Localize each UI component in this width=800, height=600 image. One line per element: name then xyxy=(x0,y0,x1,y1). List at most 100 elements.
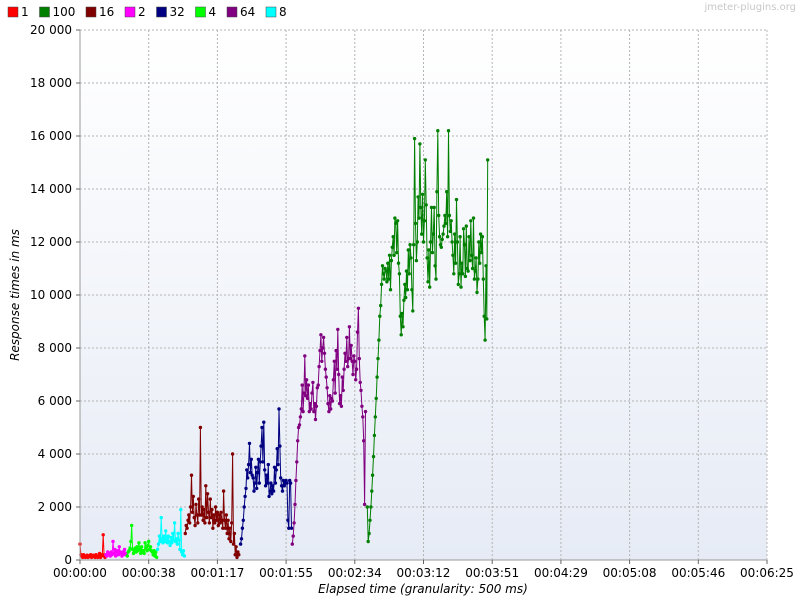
data-point-16 xyxy=(189,473,194,477)
data-point-64 xyxy=(330,399,335,403)
data-point-64 xyxy=(303,354,307,358)
data-point-8 xyxy=(162,534,166,538)
data-point-100 xyxy=(464,224,468,228)
data-point-100 xyxy=(397,272,402,276)
data-point-16 xyxy=(204,484,208,488)
data-point-100 xyxy=(441,232,445,236)
data-point-64 xyxy=(306,383,311,387)
data-point-32 xyxy=(272,465,277,469)
data-point-64 xyxy=(327,409,331,414)
data-point-16 xyxy=(208,497,212,501)
data-point-16 xyxy=(184,523,188,528)
data-point-64 xyxy=(307,409,311,414)
data-point-16 xyxy=(206,510,211,514)
data-point-8 xyxy=(174,537,179,541)
data-point-100 xyxy=(425,256,429,260)
data-point-32 xyxy=(248,470,253,475)
legend-item-64: 64 xyxy=(226,5,255,19)
data-point-4 xyxy=(130,523,134,528)
data-point-8 xyxy=(181,549,186,553)
data-point-64 xyxy=(312,409,316,414)
data-point-32 xyxy=(241,518,245,522)
data-point-100 xyxy=(379,303,383,308)
data-point-4 xyxy=(141,549,145,553)
data-point-64 xyxy=(304,394,308,398)
data-point-16 xyxy=(232,531,237,536)
data-point-100 xyxy=(407,272,411,276)
data-point-32 xyxy=(266,462,270,467)
data-point-100 xyxy=(391,235,395,239)
data-point-64 xyxy=(354,378,358,382)
legend-item-32: 32 xyxy=(156,5,185,19)
data-point-8 xyxy=(170,541,174,545)
data-point-4 xyxy=(146,543,150,548)
x-tick-label: 00:03:51 xyxy=(465,566,519,580)
data-point-32 xyxy=(244,486,248,491)
data-point-100 xyxy=(373,415,377,419)
y-tick-label: 8 000 xyxy=(38,341,72,355)
data-point-64 xyxy=(352,354,356,358)
data-point-16 xyxy=(234,545,238,549)
data-point-100 xyxy=(475,290,479,295)
data-point-64 xyxy=(291,534,295,538)
data-point-100 xyxy=(457,272,461,276)
data-point-100 xyxy=(379,282,384,287)
data-point-100 xyxy=(392,253,396,257)
data-point-32 xyxy=(271,489,276,493)
data-point-4 xyxy=(142,551,146,556)
data-point-64 xyxy=(341,388,345,393)
data-point-8 xyxy=(164,537,169,541)
data-point-64 xyxy=(363,409,368,414)
data-point-64 xyxy=(325,386,329,390)
legend-label-100: 100 xyxy=(53,5,76,19)
data-point-64 xyxy=(322,351,327,355)
data-point-32 xyxy=(268,489,272,493)
data-point-100 xyxy=(453,261,458,265)
data-point-16 xyxy=(217,513,221,517)
series-16 xyxy=(183,425,241,560)
data-point-8 xyxy=(158,539,162,544)
data-point-8 xyxy=(164,529,168,533)
data-point-100 xyxy=(458,235,462,239)
data-point-64 xyxy=(344,359,348,363)
data-point-100 xyxy=(398,314,402,318)
data-point-32 xyxy=(265,481,270,485)
data-point-32 xyxy=(281,478,286,483)
data-point-64 xyxy=(316,383,320,387)
data-point-64 xyxy=(337,401,342,406)
data-point-64 xyxy=(349,343,353,348)
data-point-4 xyxy=(125,554,129,558)
legend-label-1: 1 xyxy=(21,5,29,19)
data-point-100 xyxy=(474,256,478,260)
legend: 1 100 16 2 32 4 64 8 xyxy=(7,5,287,19)
data-point-2 xyxy=(112,551,116,556)
data-point-100 xyxy=(461,272,465,276)
series-100 xyxy=(365,129,490,544)
y-tick-label: 0 xyxy=(64,553,72,567)
data-point-100 xyxy=(448,229,452,234)
legend-label-64: 64 xyxy=(240,5,255,19)
data-point-100 xyxy=(382,277,386,281)
data-point-64 xyxy=(337,372,341,377)
data-point-64 xyxy=(318,348,322,353)
data-point-100 xyxy=(462,243,467,247)
data-point-16 xyxy=(216,523,220,528)
legend-swatch-16 xyxy=(85,6,97,18)
watermark: jmeter-plugins.org xyxy=(703,2,796,13)
legend-item-16: 16 xyxy=(85,5,114,19)
data-point-32 xyxy=(262,420,266,424)
data-point-100 xyxy=(378,314,382,318)
data-point-100 xyxy=(413,221,418,226)
x-tick-label: 00:06:25 xyxy=(740,566,794,580)
y-tick-label: 18 000 xyxy=(30,76,72,90)
data-point-16 xyxy=(235,555,239,560)
data-point-64 xyxy=(361,415,365,419)
legend-label-32: 32 xyxy=(170,5,185,19)
data-point-32 xyxy=(282,484,286,488)
data-point-32 xyxy=(289,526,294,530)
data-point-1 xyxy=(101,533,105,537)
data-point-64 xyxy=(342,367,346,371)
data-point-16 xyxy=(199,513,203,517)
data-point-100 xyxy=(374,396,378,401)
data-point-100 xyxy=(419,205,423,210)
